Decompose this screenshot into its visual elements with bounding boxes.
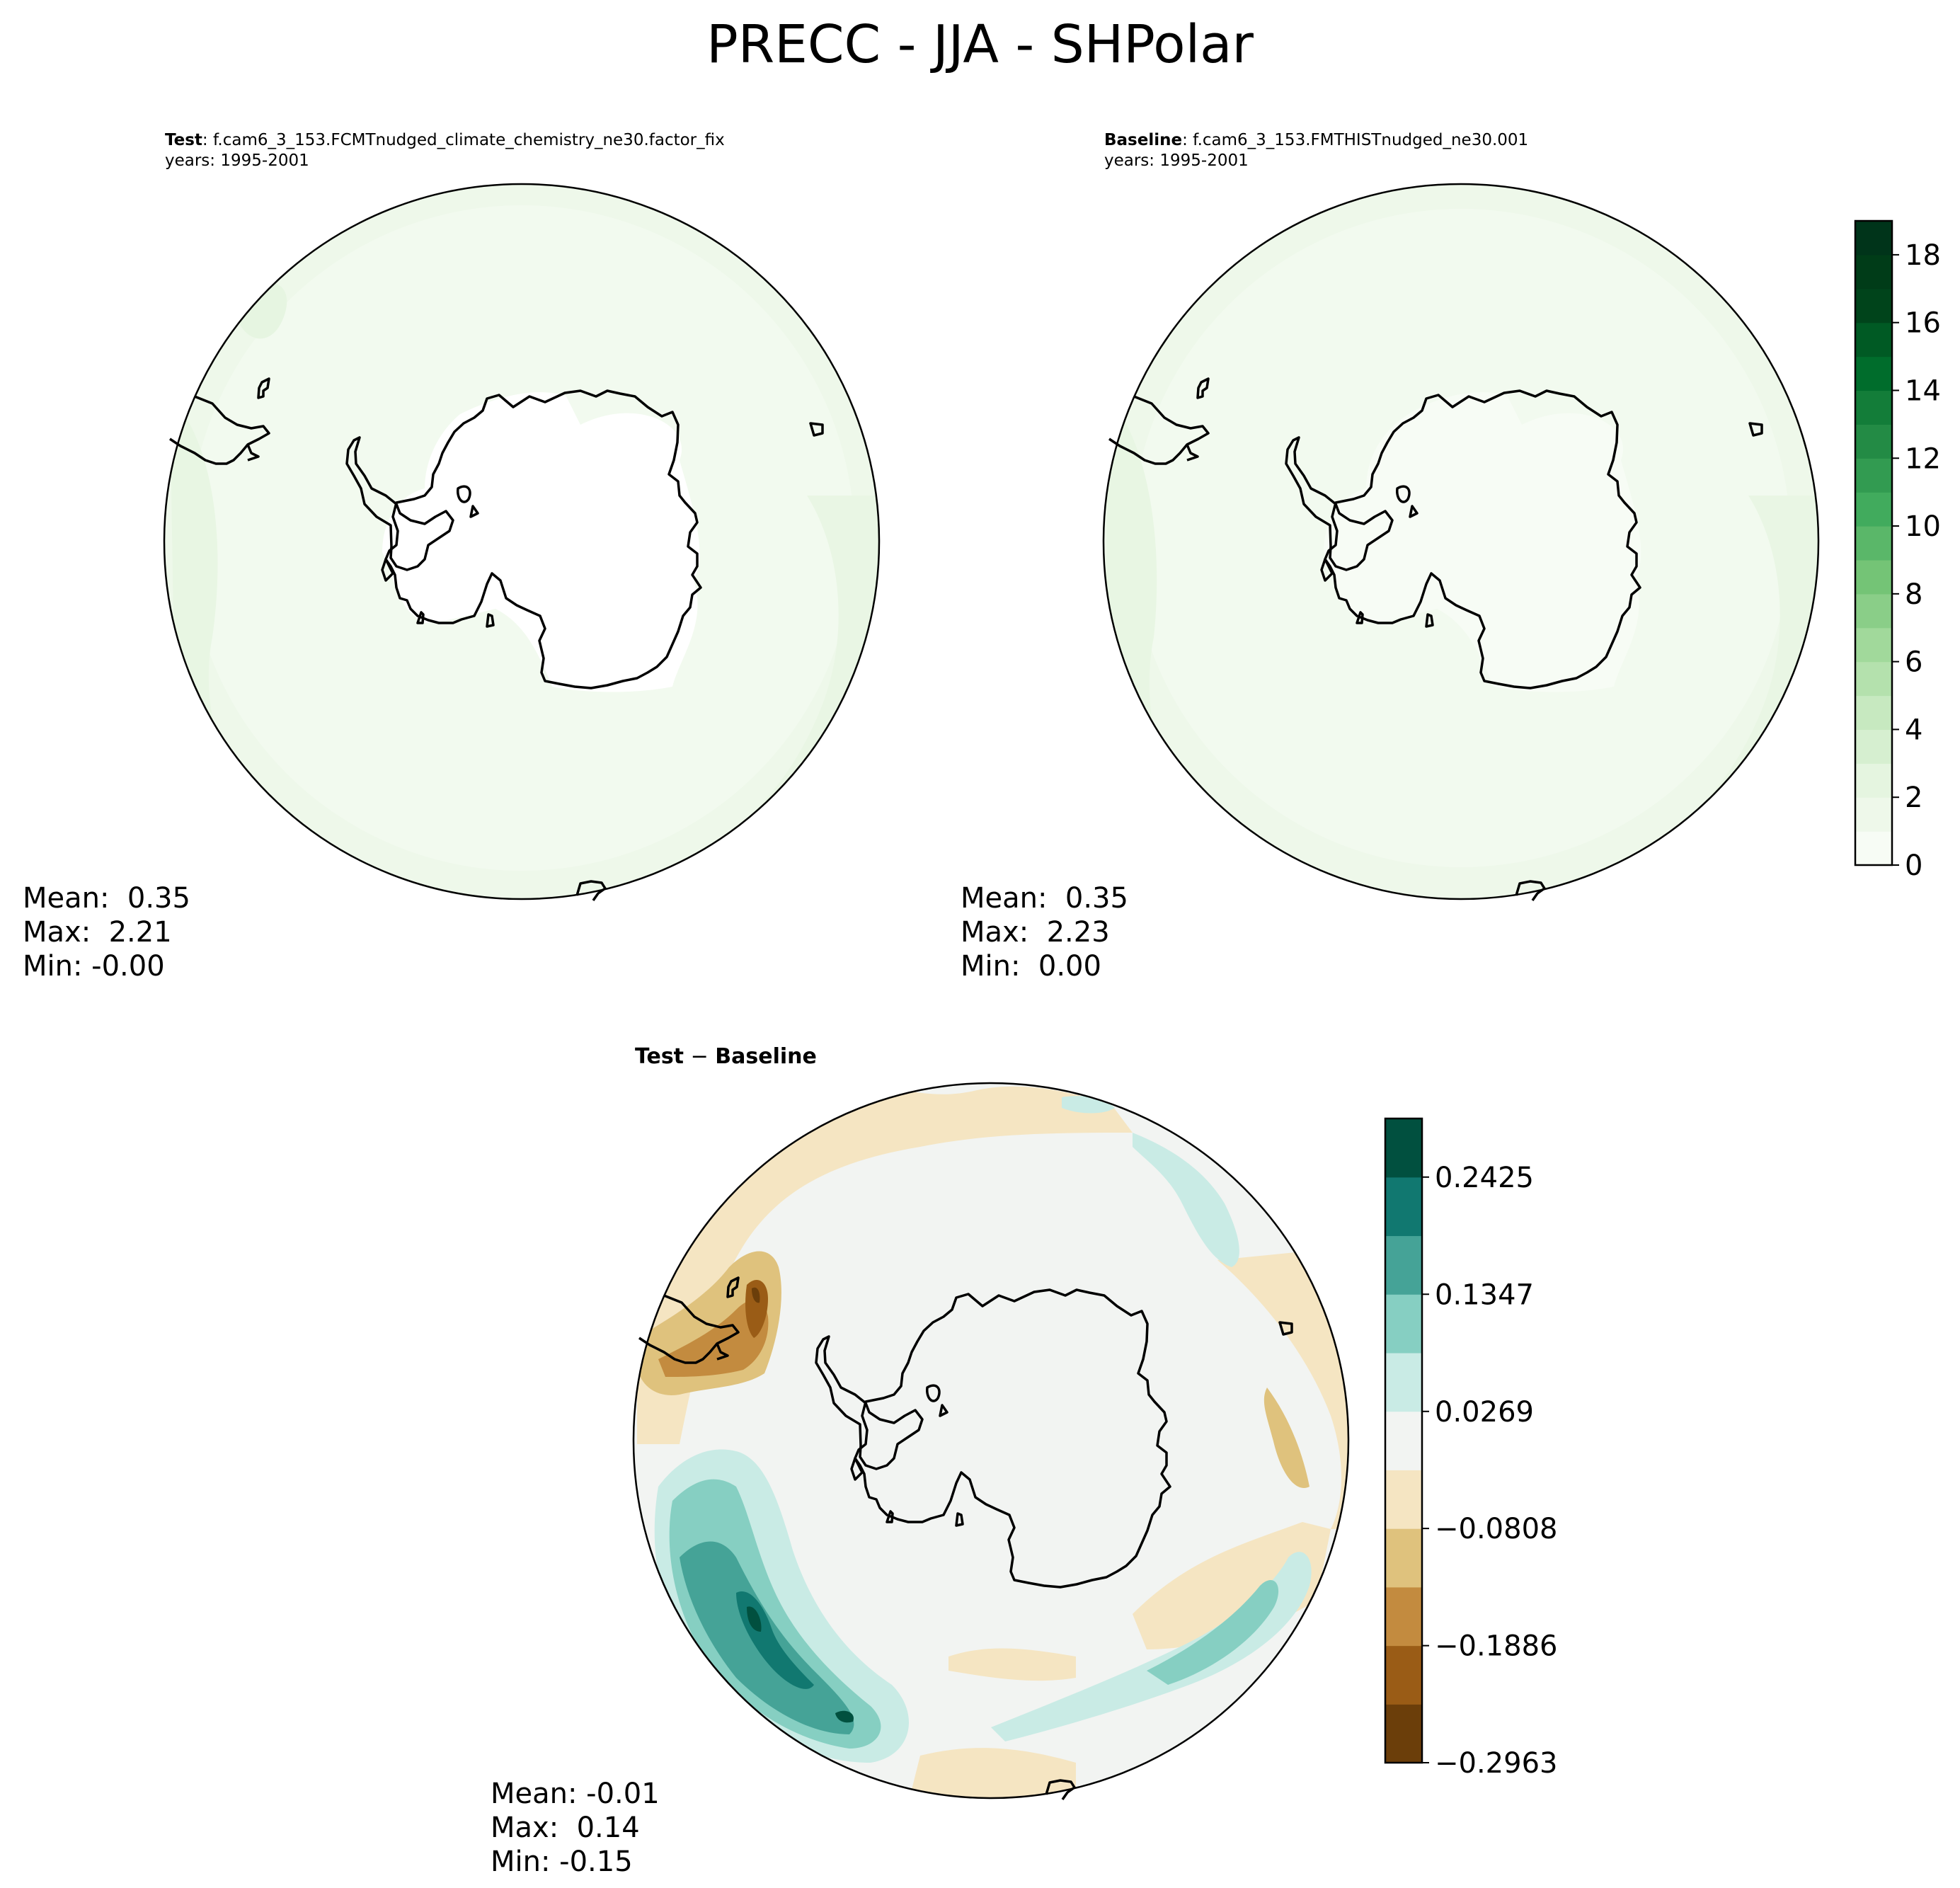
difference-title-baseline: Baseline [715, 1044, 817, 1069]
main-colorbar-tick-label: 8 [1905, 578, 1922, 611]
baseline-map-field [1104, 184, 1818, 899]
main-colorbar-tick-label: 10 [1905, 510, 1941, 543]
main-colorbar-swatch [1855, 322, 1892, 357]
difference-colorbar-swatch [1385, 1352, 1422, 1412]
main-colorbar-tick-label: 0 [1905, 849, 1922, 882]
difference-panel-title: Test − Baseline [635, 1044, 817, 1069]
main-colorbar-swatch [1855, 526, 1892, 561]
difference-colorbar: 0.2425 0.1347 0.0269 −0.0808 −0.1886 −0.2963 [1384, 1117, 1557, 1780]
difference-colorbar-swatch [1385, 1411, 1422, 1470]
main-colorbar-swatch [1855, 695, 1892, 731]
difference-colorbar-tick-label: −0.2963 [1435, 1747, 1557, 1780]
main-colorbar-tick-label: 2 [1905, 782, 1922, 814]
main-colorbar-swatch [1855, 356, 1892, 391]
main-colorbar-swatch [1855, 593, 1892, 629]
difference-stats: Mean: -0.01 Max: 0.14 Min: -0.15 [491, 1777, 660, 1879]
difference-coastlines [638, 1276, 1293, 1801]
test-panel-title: Test: f.cam6_3_153.FCMTnudged_climate_ch… [165, 130, 725, 151]
main-colorbar-swatch [1855, 492, 1892, 527]
main-colorbar-swatch [1855, 390, 1892, 425]
main-colorbar-swatch [1855, 254, 1892, 290]
baseline-case-name: : f.cam6_3_153.FMTHISTnudged_ne30.001 [1182, 131, 1529, 149]
main-colorbar-frame [1854, 219, 1893, 866]
main-colorbar-swatch [1855, 458, 1892, 493]
main-colorbar-swatch [1855, 729, 1892, 764]
test-years: years: 1995-2001 [165, 151, 309, 170]
test-min: Min: -0.00 [23, 950, 165, 983]
difference-colorbar-tick-label: −0.0808 [1435, 1513, 1557, 1545]
difference-colorbar-tick-label: −0.1886 [1435, 1630, 1557, 1663]
test-case-name: : f.cam6_3_153.FCMTnudged_climate_chemis… [202, 131, 725, 149]
difference-colorbar-frame [1384, 1117, 1423, 1764]
main-colorbar-swatch [1855, 559, 1892, 595]
main-colorbar-tick-label: 12 [1905, 442, 1941, 475]
main-colorbar-swatch [1855, 627, 1892, 663]
main-colorbar-swatch [1855, 831, 1892, 866]
difference-map-field [634, 1083, 1348, 1798]
test-max: Max: 2.21 [23, 916, 172, 949]
main-colorbar-swatch [1855, 797, 1892, 832]
difference-colorbar-swatch [1385, 1294, 1422, 1354]
main-colorbar-tick-label: 4 [1905, 714, 1922, 746]
difference-title-minus: − [684, 1044, 716, 1069]
difference-colorbar-swatch [1385, 1235, 1422, 1295]
test-map-field [164, 184, 879, 899]
baseline-years: years: 1995-2001 [1104, 151, 1249, 170]
main-colorbar-swatch [1855, 424, 1892, 459]
main-colorbar-tick-label: 16 [1905, 307, 1941, 340]
difference-mean: Mean: -0.01 [491, 1778, 660, 1810]
baseline-label: Baseline [1104, 131, 1183, 149]
main-colorbar-swatch [1855, 221, 1892, 256]
difference-colorbar-swatch [1385, 1645, 1422, 1705]
difference-colorbar-swatch [1385, 1177, 1422, 1237]
main-colorbar-tick-label: 6 [1905, 646, 1922, 679]
main-colorbar-swatch [1855, 661, 1892, 697]
baseline-max: Max: 2.23 [961, 916, 1110, 949]
main-colorbar-tick-label: 18 [1905, 239, 1941, 272]
difference-min: Min: -0.15 [491, 1846, 633, 1878]
difference-title-test: Test [635, 1044, 684, 1069]
test-mean: Mean: 0.35 [23, 882, 190, 915]
baseline-stats: Mean: 0.35 Max: 2.23 Min: 0.00 [961, 881, 1128, 983]
difference-colorbar-tick-label: 0.0269 [1435, 1396, 1534, 1429]
difference-max: Max: 0.14 [491, 1812, 640, 1844]
main-colorbar-swatch [1855, 763, 1892, 798]
main-colorbar: 0 2 4 6 8 10 12 14 16 18 [1854, 219, 1941, 882]
main-colorbar-swatch [1855, 288, 1892, 324]
main-colorbar-tick-label: 14 [1905, 374, 1941, 407]
baseline-coastlines [1108, 377, 1763, 902]
test-stats: Mean: 0.35 Max: 2.21 Min: -0.00 [23, 881, 190, 983]
difference-colorbar-swatch [1385, 1528, 1422, 1588]
figure-title: PRECC - JJA - SHPolar [706, 14, 1254, 75]
baseline-panel-title: Baseline: f.cam6_3_153.FMTHISTnudged_ne3… [1104, 130, 1528, 151]
difference-colorbar-tick-label: 0.1347 [1435, 1278, 1534, 1311]
difference-colorbar-swatch [1385, 1470, 1422, 1529]
baseline-mean: Mean: 0.35 [961, 882, 1128, 915]
test-coastlines [169, 377, 824, 902]
baseline-min: Min: 0.00 [961, 950, 1101, 983]
test-label: Test [165, 131, 202, 149]
difference-colorbar-swatch [1385, 1586, 1422, 1647]
difference-colorbar-swatch [1385, 1119, 1422, 1178]
difference-colorbar-tick-label: 0.2425 [1435, 1162, 1534, 1194]
difference-colorbar-swatch [1385, 1704, 1422, 1763]
